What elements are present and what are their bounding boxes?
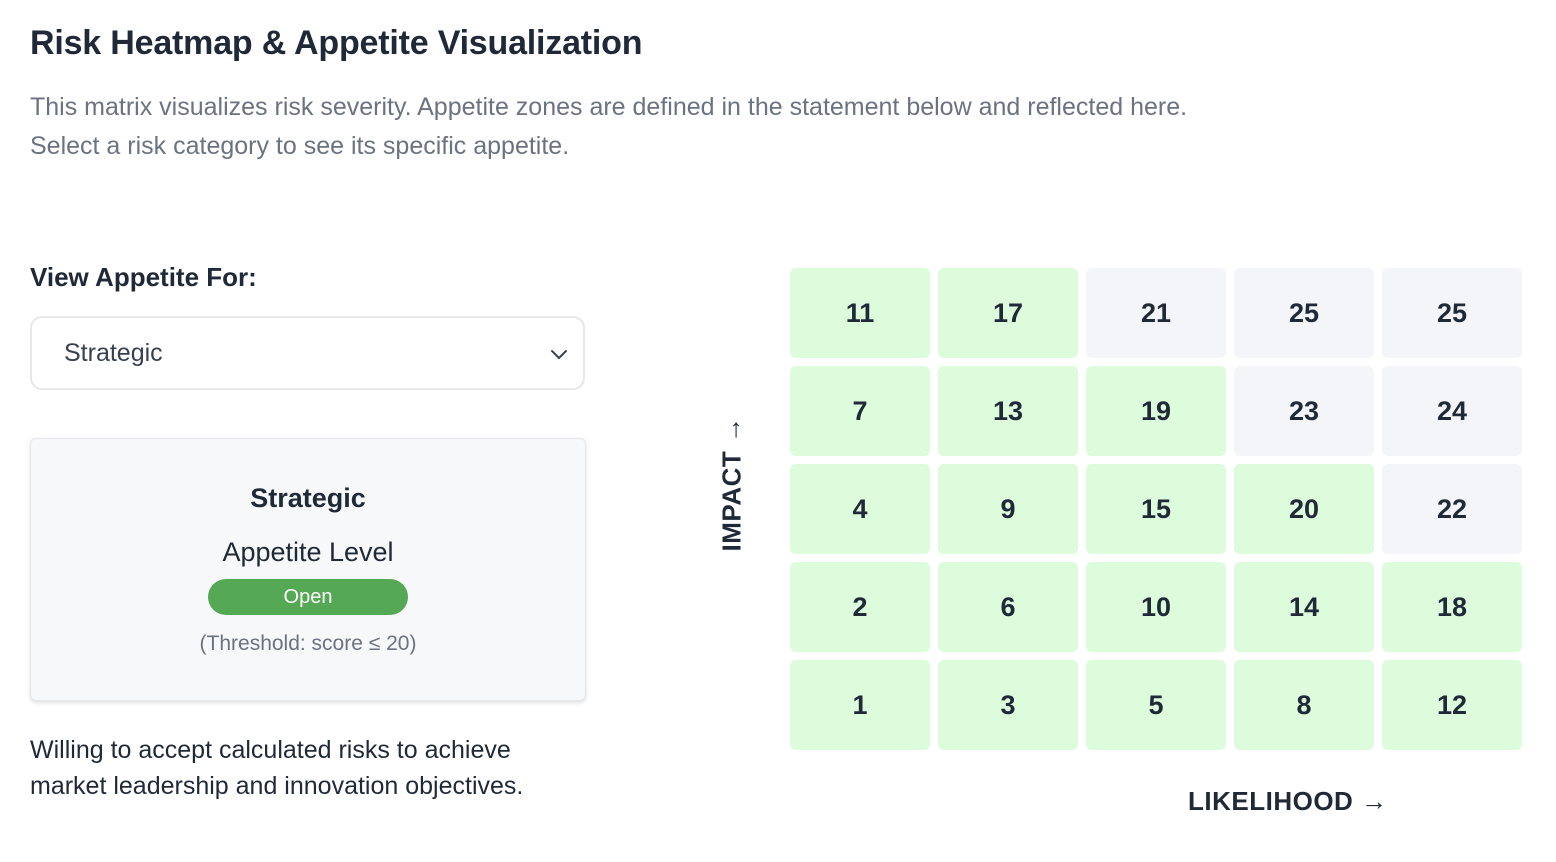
- heatmap-cell[interactable]: 9: [938, 464, 1078, 554]
- heatmap-cell[interactable]: 21: [1086, 268, 1226, 358]
- heatmap-cell[interactable]: 8: [1234, 660, 1374, 750]
- page-title: Risk Heatmap & Appetite Visualization: [30, 24, 643, 62]
- heatmap-cell[interactable]: 24: [1382, 366, 1522, 456]
- heatmap-cell[interactable]: 20: [1234, 464, 1374, 554]
- heatmap-cell[interactable]: 1: [790, 660, 930, 750]
- heatmap-cell[interactable]: 23: [1234, 366, 1374, 456]
- heatmap-cell[interactable]: 14: [1234, 562, 1374, 652]
- chevron-down-icon: [551, 350, 567, 359]
- heatmap-cell[interactable]: 13: [938, 366, 1078, 456]
- heatmap-cell[interactable]: 4: [790, 464, 930, 554]
- selected-category: Strategic: [64, 338, 163, 367]
- heatmap-cell[interactable]: 25: [1382, 268, 1522, 358]
- heatmap-cell[interactable]: 10: [1086, 562, 1226, 652]
- heatmap-cell[interactable]: 15: [1086, 464, 1226, 554]
- appetite-statement: Willing to accept calculated risks to ac…: [30, 736, 524, 800]
- heatmap-cell[interactable]: 12: [1382, 660, 1522, 750]
- likelihood-axis-label: LIKELIHOOD →: [1188, 786, 1388, 816]
- heatmap-cell[interactable]: 18: [1382, 562, 1522, 652]
- description-line-1: This matrix visualizes risk severity. Ap…: [30, 93, 1188, 121]
- heatmap-cell[interactable]: 11: [790, 268, 930, 358]
- risk-heatmap: 11 17 21 25 25 7 13 19 23 24 4 9 15 20 22 2 6 10 14 18 1 3 5 8 1…: [790, 268, 1522, 750]
- view-appetite-label: View Appetite For:: [30, 262, 257, 292]
- heatmap-cell[interactable]: 22: [1382, 464, 1522, 554]
- heatmap-cell[interactable]: 3: [938, 660, 1078, 750]
- heatmap-cell[interactable]: 2: [790, 562, 930, 652]
- threshold-text: (Threshold: score ≤ 20): [199, 632, 417, 655]
- heatmap-cell[interactable]: 5: [1086, 660, 1226, 750]
- appetite-card: Strategic Appetite Level Open (Threshold…: [30, 438, 586, 701]
- heatmap-cell[interactable]: 19: [1086, 366, 1226, 456]
- page-description: This matrix visualizes risk severity. Ap…: [30, 88, 1430, 166]
- heatmap-cell[interactable]: 7: [790, 366, 930, 456]
- impact-axis-label: IMPACT →: [716, 416, 747, 552]
- risk-category-select[interactable]: Strategic: [30, 316, 585, 390]
- heatmap-cell[interactable]: 25: [1234, 268, 1374, 358]
- heatmap-cell[interactable]: 17: [938, 268, 1078, 358]
- description-line-2: Select a risk category to see its specif…: [30, 132, 570, 160]
- appetite-level-badge: Open: [208, 579, 408, 615]
- appetite-level-label: Appetite Level: [222, 537, 394, 567]
- card-category-title: Strategic: [250, 483, 366, 513]
- heatmap-cell[interactable]: 6: [938, 562, 1078, 652]
